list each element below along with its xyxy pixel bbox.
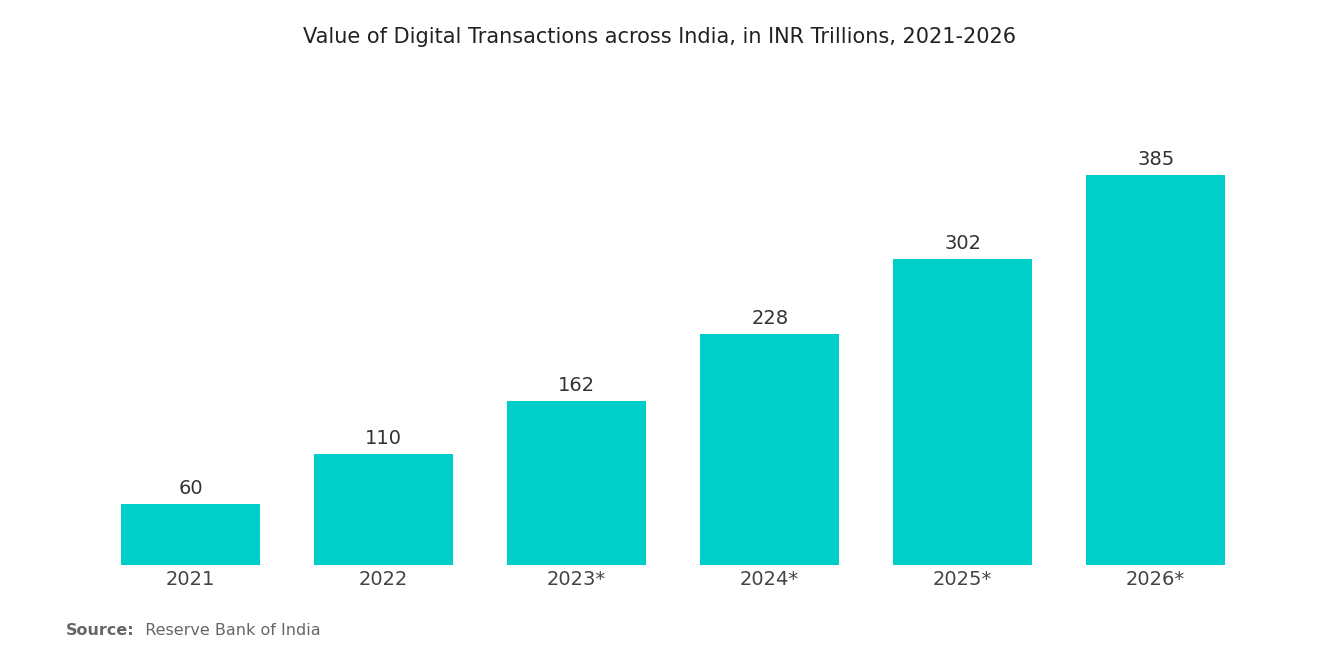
Bar xyxy=(507,401,647,565)
Text: 110: 110 xyxy=(366,429,403,448)
Bar xyxy=(314,454,453,565)
Text: Reserve Bank of India: Reserve Bank of India xyxy=(135,623,321,638)
Bar xyxy=(121,505,260,565)
Bar xyxy=(1086,176,1225,565)
Text: Value of Digital Transactions across India, in INR Trillions, 2021-2026: Value of Digital Transactions across Ind… xyxy=(304,27,1016,47)
Text: 228: 228 xyxy=(751,309,788,329)
Bar xyxy=(894,259,1032,565)
Text: Source:: Source: xyxy=(66,623,135,638)
Text: 385: 385 xyxy=(1137,150,1175,170)
Text: 162: 162 xyxy=(558,376,595,395)
Bar xyxy=(700,334,840,565)
Text: 302: 302 xyxy=(944,234,981,253)
Text: 60: 60 xyxy=(178,479,203,499)
